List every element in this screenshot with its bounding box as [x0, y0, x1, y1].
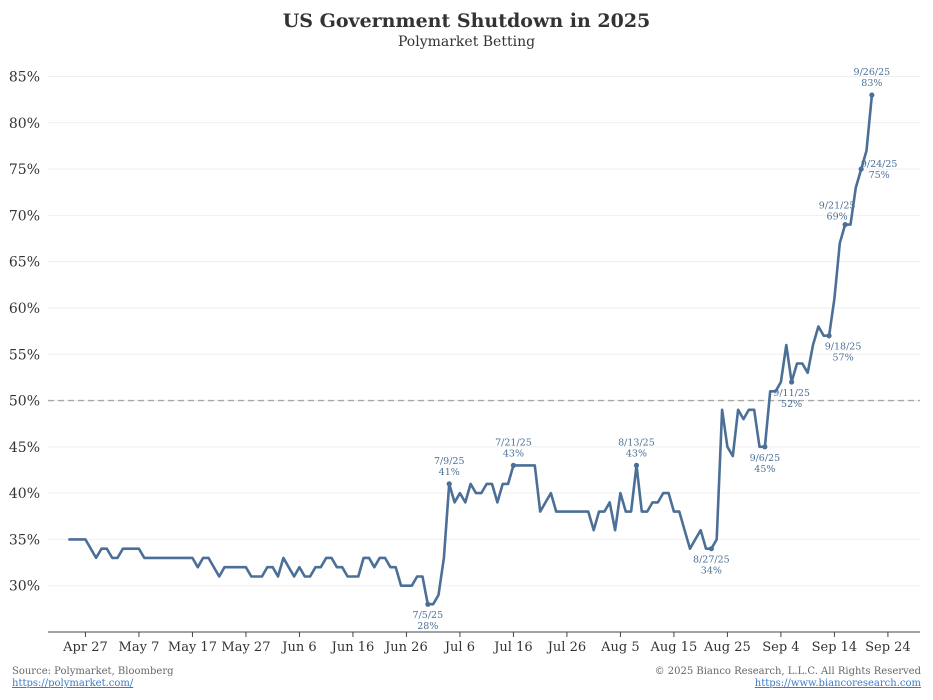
x-tick-label: Jun 16	[330, 640, 375, 655]
x-tick-label: Sep 24	[865, 640, 911, 655]
x-tick-label: Jul 26	[546, 640, 586, 655]
y-tick-label: 80%	[9, 116, 40, 132]
annotation-value: 41%	[439, 467, 460, 478]
x-tick-label: Jun 26	[383, 640, 428, 655]
y-tick-label: 65%	[9, 255, 40, 271]
y-tick-label: 85%	[9, 70, 40, 86]
x-tick-label: Jul 16	[492, 640, 532, 655]
annotation-point	[510, 462, 517, 468]
annotation-date: 8/13/25	[618, 437, 655, 448]
y-tick-label: 55%	[9, 347, 40, 363]
y-tick-label: 60%	[9, 301, 40, 317]
y-tick-label: 40%	[9, 486, 40, 502]
series-line	[68, 93, 874, 606]
annotation-point	[425, 601, 431, 607]
annotation-value: 75%	[869, 170, 890, 181]
annotation-point	[842, 222, 848, 228]
annotation-date: 7/21/25	[495, 437, 532, 448]
annotation-value: 69%	[827, 212, 848, 223]
annotation-date: 9/11/25	[773, 388, 810, 399]
annotation-date: 9/26/25	[854, 67, 891, 78]
x-tick-label: May 27	[221, 640, 270, 655]
x-tick-label: Apr 27	[62, 640, 108, 655]
y-tick-label: 75%	[9, 162, 40, 178]
website-link[interactable]: https://www.biancoresearch.com	[754, 678, 921, 689]
annotation-value: 45%	[754, 464, 775, 475]
annotation-date: 8/27/25	[693, 555, 730, 566]
annotation-point	[446, 481, 452, 487]
chart-subtitle: Polymarket Betting	[397, 34, 536, 50]
annotation-value: 43%	[626, 448, 647, 459]
y-tick-label: 45%	[9, 440, 40, 456]
source-link[interactable]: https://polymarket.com/	[12, 678, 134, 689]
annotation-point	[826, 333, 832, 339]
x-tick-label: Aug 25	[703, 640, 751, 655]
annotation-value: 28%	[417, 621, 438, 632]
y-tick-label: 30%	[9, 579, 40, 595]
y-tick-label: 70%	[9, 208, 40, 224]
annotation-value: 34%	[701, 566, 722, 577]
annotation-value: 57%	[832, 353, 853, 364]
copyright-note: © 2025 Bianco Research, L.L.C. All Right…	[655, 666, 921, 690]
x-tick-label: May 7	[119, 640, 160, 655]
source-text: Source: Polymarket, Bloomberg	[12, 666, 174, 677]
x-tick-label: Sep 14	[812, 640, 858, 655]
x-tick-label: Jun 6	[280, 640, 316, 655]
copyright-text: © 2025 Bianco Research, L.L.C. All Right…	[654, 666, 921, 677]
annotation-date: 9/6/25	[750, 453, 781, 464]
x-tick-label: Aug 5	[600, 640, 640, 655]
x-tick-label: Sep 4	[762, 640, 799, 655]
x-tick-label: May 17	[168, 640, 217, 655]
annotation-point	[708, 546, 714, 552]
annotation-value: 43%	[503, 448, 524, 459]
x-tick-label: Jul 6	[443, 640, 475, 655]
y-tick-label: 50%	[9, 394, 40, 410]
source-note: Source: Polymarket, Bloomberg https://po…	[12, 666, 174, 690]
y-tick-label: 35%	[9, 532, 40, 548]
annotation-point	[789, 379, 795, 385]
annotation-value: 52%	[781, 399, 802, 410]
annotation-value: 83%	[861, 78, 882, 89]
x-tick-label: Aug 15	[650, 640, 698, 655]
annotation-date: 7/5/25	[413, 610, 444, 621]
annotation-date: 9/24/25	[861, 159, 898, 170]
annotation-date: 7/9/25	[434, 456, 465, 467]
annotation-point	[858, 166, 864, 172]
annotation-date: 9/18/25	[825, 342, 862, 353]
annotation-point	[762, 444, 768, 450]
annotation-date: 9/21/25	[819, 201, 856, 212]
chart-title: US Government Shutdown in 2025	[282, 10, 651, 32]
annotation-point	[633, 462, 640, 468]
annotation-point	[869, 92, 875, 98]
